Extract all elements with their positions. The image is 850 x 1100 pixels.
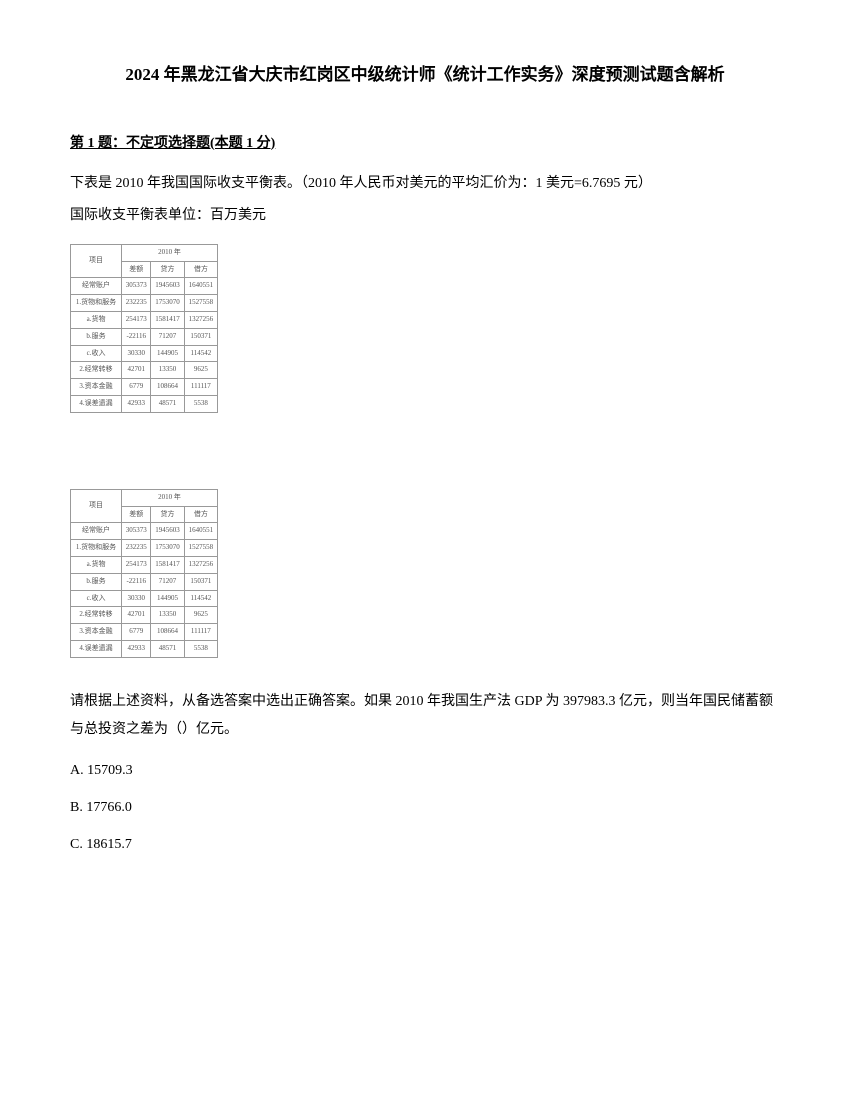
table-row: 1.货物和服务23223517530701527558 (71, 540, 218, 557)
table-row: 2.经常转移42701133509625 (71, 362, 218, 379)
intro-line-1: 下表是 2010 年我国国际收支平衡表。（2010 年人民币对美元的平均汇价为：… (70, 170, 780, 198)
table-row: a.货物25417315814171327256 (71, 556, 218, 573)
table-row: 经常账户30537319456031640551 (71, 278, 218, 295)
col-debit: 借方 (184, 261, 217, 278)
table-row: 3.资本金融6779108664111117 (71, 379, 218, 396)
intro-line-2: 国际收支平衡表单位：百万美元 (70, 202, 780, 230)
table-row: 4.误差遗漏42933485715538 (71, 640, 218, 657)
table-row: 3.资本金融6779108664111117 (71, 624, 218, 641)
option-a: A. 15709.3 (70, 758, 780, 783)
table-row: b.服务-2211671207150371 (71, 573, 218, 590)
year-header: 2010 年 (122, 489, 218, 506)
col-debit: 借方 (184, 506, 217, 523)
year-header: 2010 年 (122, 244, 218, 261)
option-b: B. 17766.0 (70, 795, 780, 820)
col-item: 项目 (71, 244, 122, 278)
table-row: 4.误差遗漏42933485715538 (71, 395, 218, 412)
option-c: C. 18615.7 (70, 832, 780, 857)
table-row: c.收入30330144905114542 (71, 590, 218, 607)
page-title: 2024 年黑龙江省大庆市红岗区中级统计师《统计工作实务》深度预测试题含解析 (70, 60, 780, 91)
col-balance: 差额 (122, 261, 151, 278)
bop-table-2: 项目 2010 年 差额 贷方 借方 经常账户30537319456031640… (70, 489, 780, 658)
table-row: b.服务-2211671207150371 (71, 328, 218, 345)
table-row: c.收入30330144905114542 (71, 345, 218, 362)
question-header: 第 1 题：不定项选择题(本题 1 分) (70, 131, 780, 156)
bop-table: 项目 2010 年 差额 贷方 借方 经常账户30537319456031640… (70, 489, 218, 658)
col-credit: 贷方 (151, 261, 184, 278)
bop-table-1: 项目 2010 年 差额 贷方 借方 经常账户30537319456031640… (70, 244, 780, 413)
table-row: 经常账户30537319456031640551 (71, 523, 218, 540)
col-item: 项目 (71, 489, 122, 523)
col-credit: 贷方 (151, 506, 184, 523)
col-balance: 差额 (122, 506, 151, 523)
bop-table: 项目 2010 年 差额 贷方 借方 经常账户30537319456031640… (70, 244, 218, 413)
table-row: a.货物25417315814171327256 (71, 311, 218, 328)
question-instruction: 请根据上述资料，从备选答案中选出正确答案。如果 2010 年我国生产法 GDP … (70, 688, 780, 744)
table-row: 1.货物和服务23223517530701527558 (71, 295, 218, 312)
table-row: 2.经常转移42701133509625 (71, 607, 218, 624)
